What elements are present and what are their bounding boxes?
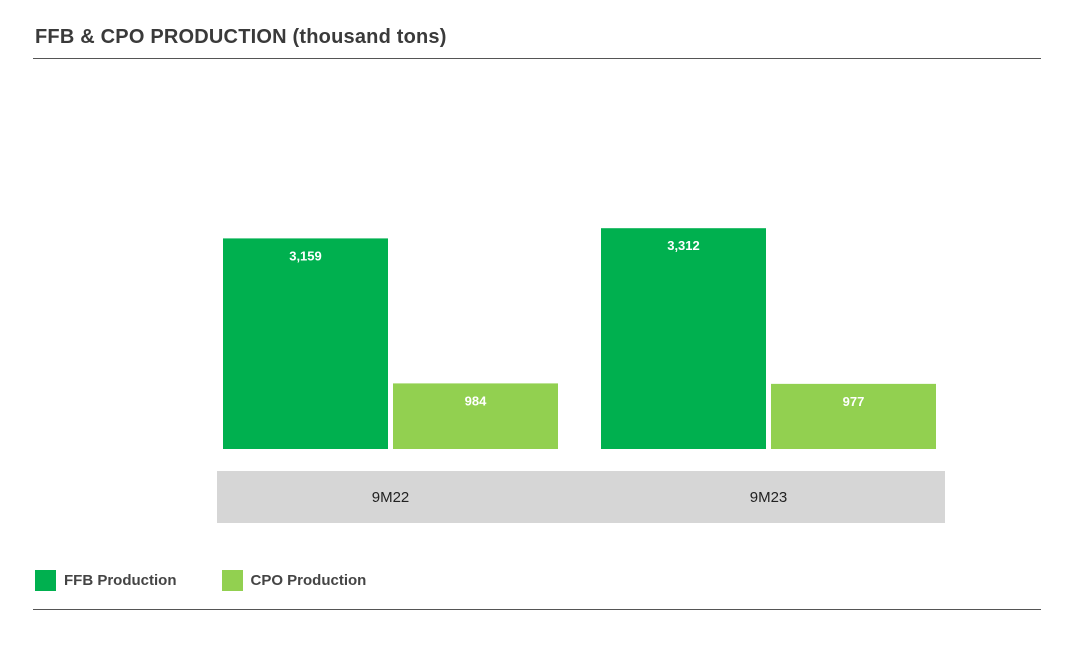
- legend-item-cpo: CPO Production: [221, 570, 367, 591]
- legend-swatch-ffb: [35, 570, 56, 591]
- bar-ffb-production-9m23: [601, 228, 766, 449]
- title-divider: [33, 58, 1041, 59]
- data-label-cpo-production-9m23: 977: [843, 394, 865, 409]
- data-label-ffb-production-9m22: 3,159: [289, 248, 322, 263]
- bar-cpo-production-9m22: [393, 383, 558, 449]
- data-label-ffb-production-9m23: 3,312: [667, 238, 700, 253]
- data-label-cpo-production-9m22: 984: [465, 393, 487, 408]
- legend-item-ffb: FFB Production: [35, 570, 177, 591]
- bar-cpo-production-9m23: [771, 383, 936, 449]
- chart-title: FFB & CPO PRODUCTION (thousand tons): [35, 26, 447, 48]
- legend-label-ffb: FFB Production: [64, 572, 177, 589]
- legend-swatch-cpo: [221, 570, 243, 591]
- category-label-9m22: 9M22: [372, 489, 410, 506]
- legend: FFB Production CPO Production: [35, 570, 411, 591]
- bar-ffb-production-9m22: [223, 238, 388, 449]
- legend-label-cpo: CPO Production: [250, 572, 367, 589]
- category-axis-band: [217, 471, 945, 523]
- category-label-9m23: 9M23: [750, 489, 788, 506]
- footer-divider: [33, 609, 1041, 610]
